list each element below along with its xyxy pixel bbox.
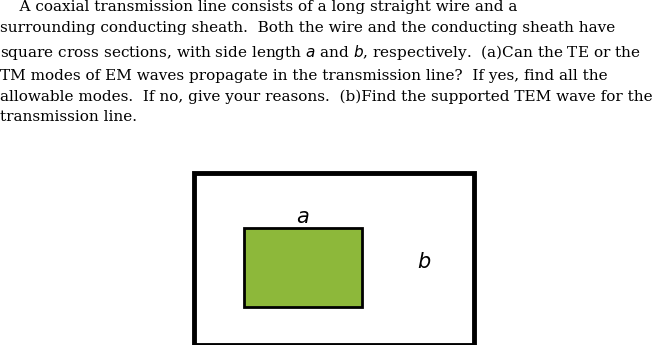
Text: $a$: $a$ (297, 208, 310, 227)
Text: A coaxial transmission line consists of a long straight wire and a
surrounding c: A coaxial transmission line consists of … (0, 0, 653, 125)
Bar (244, 228, 362, 307)
Text: $b$: $b$ (417, 252, 431, 272)
